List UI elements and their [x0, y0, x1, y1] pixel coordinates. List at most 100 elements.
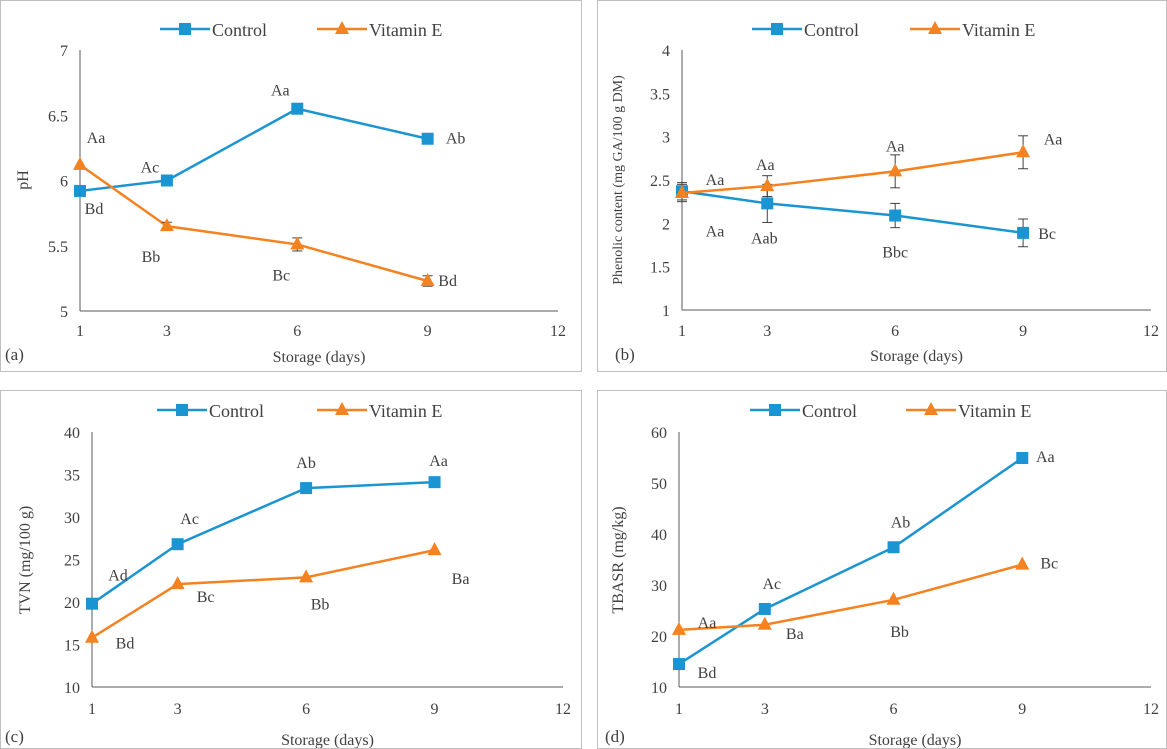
y-axis-title: TBASR (mg/kg)	[610, 506, 627, 613]
control-point-marker	[889, 209, 902, 222]
significance-label: Ac	[141, 160, 160, 177]
y-tick-label: 5	[60, 304, 68, 321]
vitamin-e-point-marker	[886, 591, 901, 605]
vitamin-e-point-marker	[1015, 556, 1030, 570]
significance-label: Aa	[429, 453, 448, 470]
vitamin-e-point-marker	[672, 621, 686, 635]
x-axis-title: Storage (days)	[273, 349, 366, 366]
x-tick-label: 9	[1018, 701, 1026, 718]
y-tick-label: 6.5	[48, 108, 68, 125]
x-tick-label: 3	[163, 323, 171, 340]
vitamin-e-point-marker	[73, 156, 87, 170]
y-tick-label: 25	[64, 553, 80, 570]
significance-label: Ac	[762, 576, 781, 593]
y-tick-label: 30	[651, 578, 667, 595]
vitamin-e-series-line	[681, 151, 1024, 195]
legend-control-marker	[179, 23, 191, 35]
vitamin-e-point-marker	[427, 542, 442, 556]
significance-label: Aa	[271, 83, 290, 100]
chart-svg: 5 5.5 6 6.5 7 1 3 6 9 12 Storage (days) pH (a) Bd Ac Aa…	[5, 20, 566, 366]
y-tick-label: 2	[662, 216, 670, 233]
legend-vitamin-e-marker	[924, 402, 938, 415]
y-axis-title: pH	[15, 170, 32, 190]
legend-vitamin-e-label: Vitamin E	[369, 401, 442, 421]
legend: Control Vitamin E	[752, 20, 1035, 40]
vitamin-e-point-marker	[170, 576, 185, 590]
x-axis-title: Storage (days)	[281, 732, 374, 748]
control-point-marker	[1016, 452, 1029, 465]
y-tick-label: 35	[64, 468, 80, 485]
control-series-line	[678, 456, 1023, 666]
legend: Control Vitamin E	[160, 20, 442, 40]
x-tick-label: 3	[763, 323, 771, 340]
panel-label: (c)	[5, 727, 24, 746]
legend-control-marker	[771, 23, 783, 35]
y-tick-label: 6	[60, 174, 68, 191]
chart-svg: 10 15 20 25 30 35 40 1 3 6 9 12 Storage (days) TVN (m…	[5, 401, 571, 748]
chart-svg: 1 1.5 2 2.5 3 3.5 4 1 3 6 9 12 Storage (days) Phenoli…	[611, 20, 1159, 365]
vitamin-e-point-marker	[675, 185, 689, 198]
x-tick-label: 6	[293, 323, 301, 340]
control-point-marker	[171, 538, 184, 551]
control-point-marker	[421, 132, 434, 145]
significance-label: Bc	[1040, 556, 1058, 573]
significance-label: Aa	[1044, 131, 1063, 148]
legend-control-label: Control	[209, 401, 264, 421]
y-tick-label: 7	[60, 43, 68, 60]
x-tick-label: 1	[675, 701, 683, 718]
y-tick-label: 2.5	[650, 173, 670, 190]
vitamin-e-point-marker	[299, 569, 314, 583]
control-point-marker	[291, 102, 304, 115]
significance-label: Ab	[891, 514, 911, 531]
y-axis-title: Phenolic content (mg GA/100 g DM)	[611, 75, 626, 285]
y-tick-label: 15	[64, 638, 80, 655]
y-tick-label: 20	[64, 595, 80, 612]
significance-label: Bc	[1038, 226, 1056, 243]
x-tick-label: 9	[424, 323, 432, 340]
vitamin-e-point-marker	[757, 616, 772, 630]
control-series-line	[91, 480, 435, 605]
control-point-marker	[74, 184, 86, 197]
x-tick-label: 12	[555, 701, 571, 718]
significance-label: Ac	[180, 511, 199, 528]
x-tick-label: 3	[174, 701, 182, 718]
legend-vitamin-e-marker	[928, 21, 942, 34]
y-tick-label: 40	[651, 527, 667, 544]
y-tick-label: 40	[64, 425, 80, 442]
legend-control-marker	[769, 404, 781, 416]
control-point-marker	[428, 476, 441, 489]
significance-label: Aa	[706, 223, 725, 240]
vitamin-e-series-line	[91, 548, 435, 639]
significance-label: Aab	[751, 230, 778, 247]
significance-label: Ad	[108, 568, 128, 585]
legend: Control Vitamin E	[750, 401, 1031, 421]
panel-label: (d)	[605, 727, 625, 746]
significance-label: Bd	[85, 201, 104, 218]
y-tick-label: 10	[651, 680, 667, 697]
y-tick-label: 3	[662, 130, 670, 147]
x-tick-label: 1	[678, 323, 686, 340]
y-tick-label: 1	[662, 303, 670, 320]
chart-svg: 10 20 30 40 50 60 1 3 6 9 12 Storage (days) TBASR (m…	[605, 401, 1159, 748]
control-point-marker	[1017, 226, 1030, 239]
significance-label: Bd	[438, 273, 457, 290]
x-tick-label: 1	[76, 323, 84, 340]
significance-label: Aa	[698, 615, 717, 632]
significance-label: Aa	[1036, 449, 1055, 466]
legend-control-label: Control	[802, 401, 857, 421]
legend-vitamin-e-marker	[335, 21, 349, 34]
control-point-marker	[673, 658, 685, 671]
control-point-marker	[761, 197, 774, 210]
x-tick-label: 6	[891, 323, 899, 340]
y-tick-label: 3.5	[650, 86, 670, 103]
significance-label: Ab	[446, 131, 466, 148]
panel-label: (b)	[615, 345, 635, 364]
vitamin-e-series-line	[79, 163, 428, 283]
significance-label: Aa	[886, 138, 905, 155]
x-tick-label: 6	[302, 701, 310, 718]
significance-label: Bc	[197, 589, 215, 606]
y-tick-label: 4	[662, 43, 670, 60]
significance-label: Bd	[698, 665, 717, 682]
vitamin-e-point-marker	[290, 236, 305, 250]
x-tick-label: 12	[1143, 323, 1159, 340]
